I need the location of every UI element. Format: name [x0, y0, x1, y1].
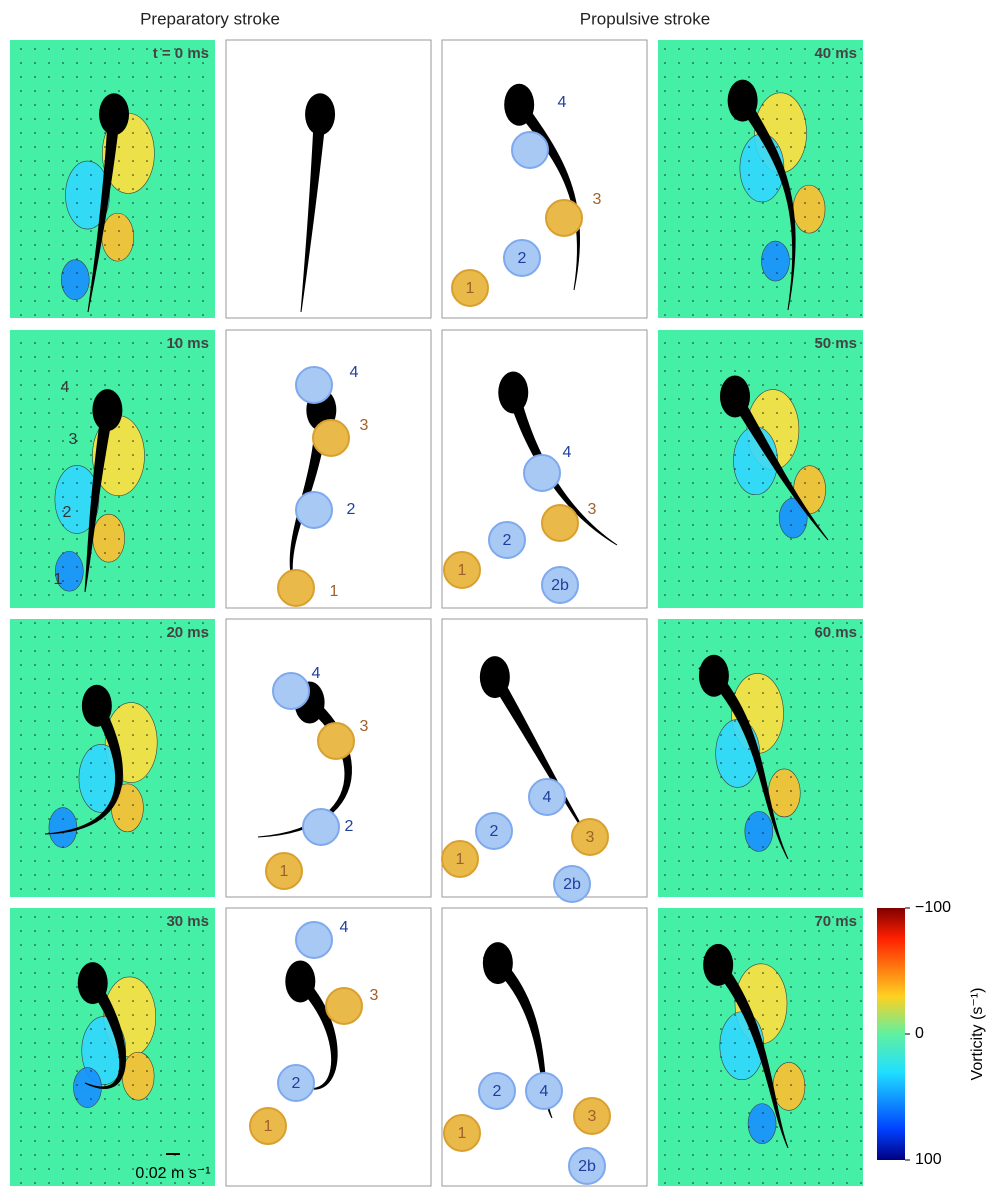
- time-label: t = 0 ms: [153, 45, 209, 62]
- vortex-label: 3: [370, 987, 379, 1004]
- fish-head: [285, 960, 315, 1002]
- colorbar-label: Vorticity (s⁻¹): [969, 988, 986, 1081]
- time-label: 40 ms: [814, 45, 857, 62]
- vortex: [303, 809, 339, 845]
- panel: [658, 40, 863, 318]
- fish-head: [728, 80, 758, 122]
- fish-head: [483, 942, 513, 984]
- vortex: [273, 673, 309, 709]
- column-header: Preparatory stroke: [140, 9, 280, 28]
- vortex-label: 4: [312, 665, 321, 682]
- vortex: [313, 420, 349, 456]
- fish-head: [78, 962, 108, 1004]
- vortex-label: 1: [458, 1125, 467, 1142]
- fish-head: [82, 685, 112, 727]
- figure: Preparatory stroke Propulsive stroke t =…: [0, 0, 988, 1199]
- fish-head: [504, 84, 534, 126]
- velocity-grid: [10, 619, 215, 897]
- fish-head: [305, 93, 335, 135]
- scale-label: 0.02 m s⁻¹: [135, 1165, 210, 1182]
- vortex-label: 1: [54, 571, 63, 588]
- vortex-label: 1: [330, 583, 339, 600]
- vortex-label: 4: [543, 789, 552, 806]
- panel-frame: [226, 330, 431, 608]
- vortex-label: 2: [347, 501, 356, 518]
- velocity-grid: [10, 40, 215, 318]
- colorbar: [877, 908, 905, 1160]
- vortex-label: 2: [490, 823, 499, 840]
- vortex-label: 1: [458, 562, 467, 579]
- velocity-grid: [10, 908, 215, 1186]
- panel: [658, 908, 863, 1186]
- vortex-label: 2: [63, 504, 72, 521]
- fish-head: [703, 944, 733, 986]
- vortex: [326, 988, 362, 1024]
- fish-head: [92, 389, 122, 431]
- panel: [226, 40, 431, 318]
- velocity-grid: [658, 330, 863, 608]
- vortex-label: 1: [466, 280, 475, 297]
- vortex-label: 3: [586, 829, 595, 846]
- vortex-label: 2: [292, 1075, 301, 1092]
- panel: [10, 40, 215, 318]
- vortex-label: 4: [540, 1083, 549, 1100]
- velocity-grid: [10, 330, 215, 608]
- vortex-label: 3: [588, 501, 597, 518]
- fish-head: [480, 656, 510, 698]
- vortex-label: 1: [280, 863, 289, 880]
- vortex-label: 4: [350, 364, 359, 381]
- panel: [10, 619, 215, 897]
- time-label: 60 ms: [814, 624, 857, 641]
- vortex-label: 2b: [563, 876, 581, 893]
- vortex-label: 4: [563, 444, 572, 461]
- vortex: [542, 505, 578, 541]
- fish-head: [99, 93, 129, 135]
- vortex-label: 3: [593, 191, 602, 208]
- vortex: [512, 132, 548, 168]
- vortex: [546, 200, 582, 236]
- velocity-grid: [658, 40, 863, 318]
- vortex-label: 4: [558, 94, 567, 111]
- fish-head: [699, 655, 729, 697]
- vortex-label: 3: [360, 718, 369, 735]
- vortex-label: 2b: [551, 577, 569, 594]
- colorbar-tick-label: 0: [915, 1025, 924, 1042]
- vortex: [524, 455, 560, 491]
- vortex-label: 3: [588, 1108, 597, 1125]
- time-label: 20 ms: [166, 624, 209, 641]
- vortex-label: 2: [493, 1083, 502, 1100]
- vortex: [318, 723, 354, 759]
- panel: [658, 330, 863, 608]
- time-label: 50 ms: [814, 335, 857, 352]
- panel: [10, 908, 215, 1186]
- vortex-label: 2: [345, 818, 354, 835]
- vortex-label: 1: [456, 851, 465, 868]
- time-label: 10 ms: [166, 335, 209, 352]
- colorbar-tick-label: 100: [915, 1151, 942, 1168]
- vortex-label: 3: [360, 417, 369, 434]
- vortex-label: 2: [518, 250, 527, 267]
- vortex-label: 1: [264, 1118, 273, 1135]
- fish-head: [498, 371, 528, 413]
- vortex-label: 2b: [578, 1158, 596, 1175]
- vortex-label: 2: [503, 532, 512, 549]
- panel: [10, 330, 215, 608]
- colorbar-tick-label: −100: [915, 899, 951, 916]
- vortex-label: 3: [69, 431, 78, 448]
- panel: [658, 619, 863, 897]
- vortex-label: 4: [340, 919, 349, 936]
- vortex: [296, 367, 332, 403]
- vortex: [278, 570, 314, 606]
- vortex: [296, 492, 332, 528]
- vortex-label: 4: [61, 379, 70, 396]
- time-label: 70 ms: [814, 913, 857, 930]
- panel: [226, 330, 431, 608]
- column-header: Propulsive stroke: [580, 9, 710, 28]
- vortex: [296, 922, 332, 958]
- panel-frame: [226, 40, 431, 318]
- fish-head: [720, 375, 750, 417]
- time-label: 30 ms: [166, 913, 209, 930]
